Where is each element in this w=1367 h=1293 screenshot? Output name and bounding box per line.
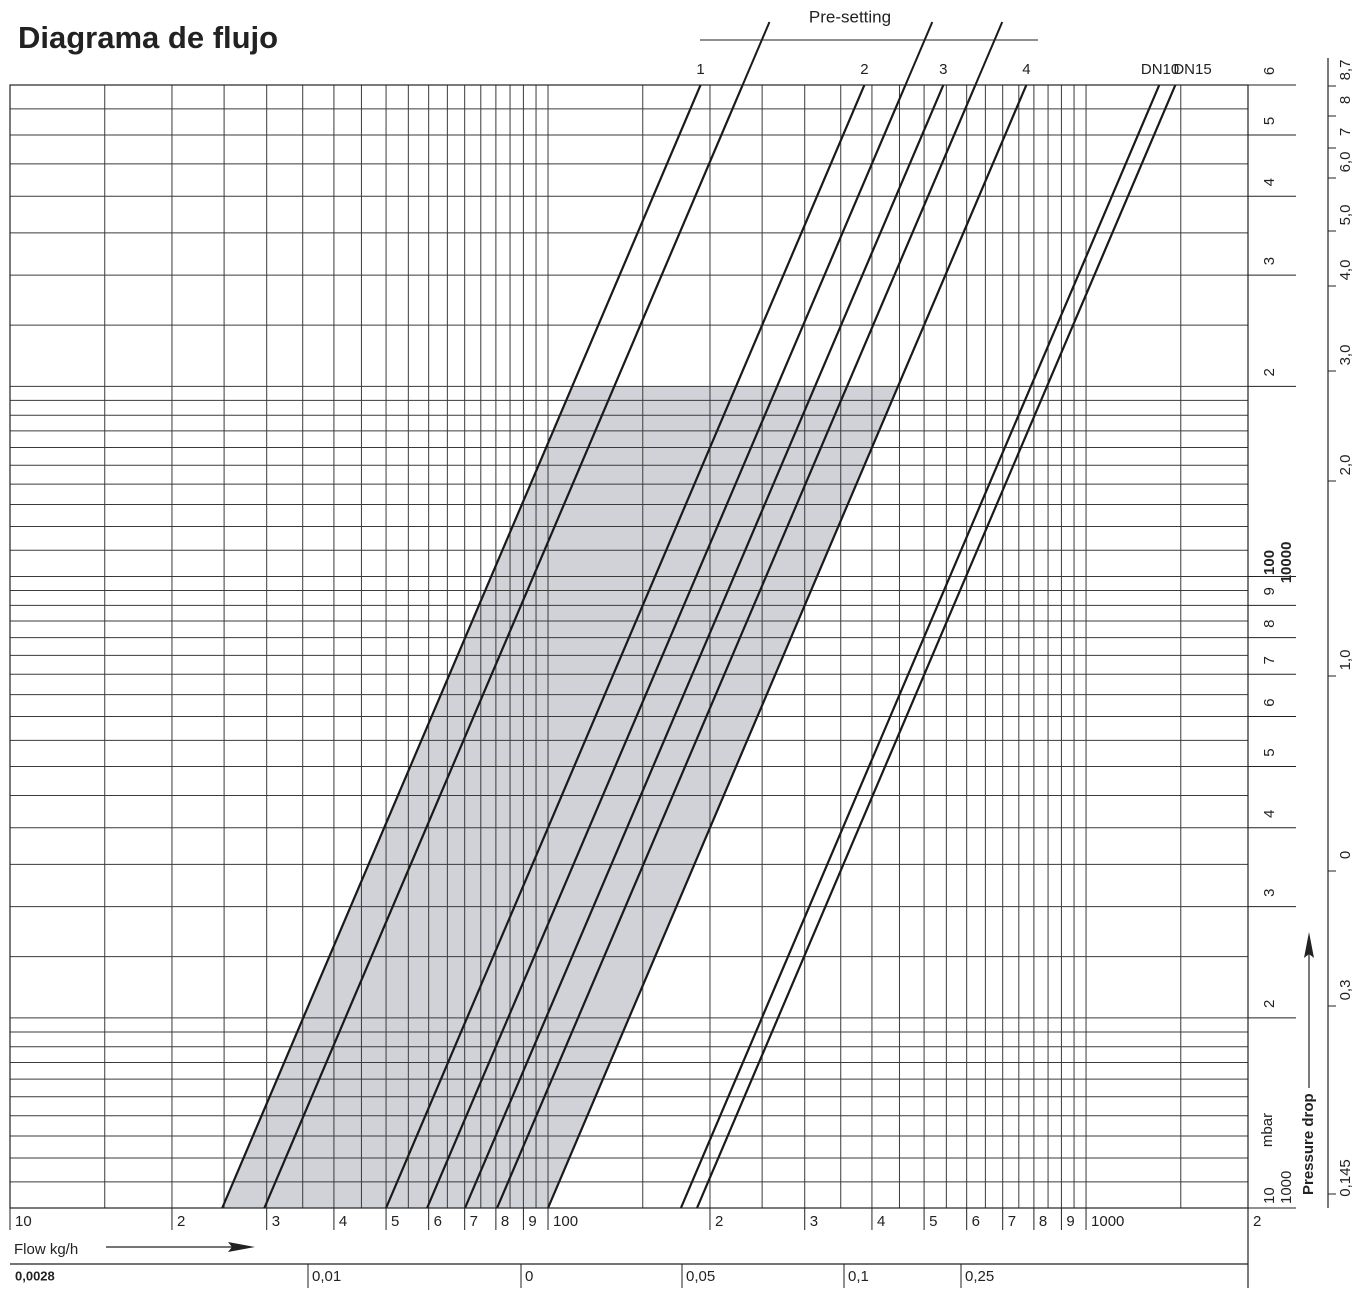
- y-tick-label: 5: [1261, 117, 1278, 125]
- series-line: [496, 84, 977, 1209]
- right-scale-label: 8,7: [1337, 60, 1354, 81]
- y-tick-label: 5: [1261, 748, 1278, 756]
- y-tick-label: 6: [1261, 698, 1278, 706]
- annotation: Pre-setting: [809, 7, 891, 26]
- bottom-scale-label: 0,05: [686, 1268, 715, 1285]
- series-line: [695, 84, 1177, 1209]
- bottom-scale-label: 0,25: [965, 1268, 994, 1285]
- y-tick-label: 10: [1261, 1187, 1278, 1204]
- y-unit: mbar: [1259, 1113, 1276, 1147]
- y2-tick-label: 10000: [1278, 542, 1295, 584]
- series-label: 1: [696, 61, 704, 78]
- x-tick-label: 6: [972, 1213, 980, 1230]
- y-tick-label: 100: [1261, 550, 1278, 575]
- x-tick-label: 2: [177, 1213, 185, 1230]
- x-tick-label: 6: [434, 1213, 442, 1230]
- series-layer: [221, 21, 1177, 1209]
- series-line: [547, 84, 1028, 1209]
- y-tick-label: 3: [1261, 888, 1278, 896]
- y-tick-label: 3: [1261, 257, 1278, 265]
- series-extension: [904, 21, 934, 86]
- chart-title: Diagrama de flujo: [18, 20, 278, 55]
- x-tick-label: 4: [339, 1213, 347, 1230]
- bottom-scale-label: 0,01: [312, 1268, 341, 1285]
- y2-tick-label: 1000: [1278, 1171, 1295, 1204]
- x-tick-label: 9: [1066, 1213, 1074, 1230]
- right-scale-label: 0,3: [1337, 980, 1354, 1001]
- y-tick-label: 4: [1261, 810, 1278, 818]
- y-arrowhead: [1304, 932, 1314, 958]
- plot-frame: [9, 84, 1249, 1209]
- x-tick-label: 2: [1253, 1213, 1261, 1230]
- bottom-scale-label: 0: [525, 1268, 533, 1285]
- y-tick-label: 8: [1261, 619, 1278, 627]
- right-scale-label: 6,0: [1337, 152, 1354, 173]
- x-tick-label: 3: [810, 1213, 818, 1230]
- x-tick-label: 100: [553, 1213, 578, 1230]
- x-tick-label: 1000: [1091, 1213, 1124, 1230]
- x-tick-label: 2: [715, 1213, 723, 1230]
- right-scale-label: 3,0: [1337, 345, 1354, 366]
- y-tick-label: 6: [1261, 67, 1278, 75]
- x-tick-label: 3: [272, 1213, 280, 1230]
- right-scale-label: 0,145: [1337, 1159, 1354, 1197]
- y-tick-label: 7: [1261, 656, 1278, 664]
- x-tick-label: 8: [1039, 1213, 1047, 1230]
- right-scale-label: 0: [1337, 851, 1354, 859]
- right-scale-label: 2,0: [1337, 455, 1354, 476]
- y-axis-label: Pressure drop: [1300, 1093, 1317, 1195]
- y-tick-label: 2: [1261, 1000, 1278, 1008]
- bottom-scale-label: 0,1: [848, 1268, 869, 1285]
- x-tick-label: 9: [528, 1213, 536, 1230]
- y-tick-label: 9: [1261, 587, 1278, 595]
- x-tick-label: 4: [877, 1213, 885, 1230]
- series-label: 4: [1022, 61, 1030, 78]
- series-line: [426, 84, 907, 1209]
- x-tick-label: 10: [15, 1213, 32, 1230]
- right-scale-label: 5,0: [1337, 205, 1354, 226]
- grid-layer: [9, 84, 1249, 1209]
- series-extension: [741, 21, 771, 86]
- series-line: [385, 84, 866, 1209]
- x-arrowhead: [228, 1242, 255, 1252]
- series-extension: [974, 21, 1004, 86]
- series-label: 3: [939, 61, 947, 78]
- x-tick-label: 7: [1008, 1213, 1016, 1230]
- series-line: [221, 84, 702, 1209]
- right-scale-label: 4,0: [1337, 260, 1354, 281]
- x-tick-label: 5: [391, 1213, 399, 1230]
- series-line: [679, 84, 1161, 1209]
- right-scale-label: 7: [1337, 128, 1354, 136]
- series-label: 2: [860, 61, 868, 78]
- series-label: DN15: [1173, 61, 1211, 78]
- y-tick-label: 2: [1261, 368, 1278, 376]
- x-tick-label: 7: [470, 1213, 478, 1230]
- right-scale-label: 1,0: [1337, 650, 1354, 671]
- series-line: [263, 84, 744, 1209]
- bottom-scale-label: 0,0028: [15, 1268, 55, 1283]
- series-label: DN10: [1141, 61, 1179, 78]
- y-tick-label: 4: [1261, 178, 1278, 186]
- series-line: [464, 84, 945, 1209]
- x-axis-label: Flow kg/h: [14, 1241, 78, 1258]
- right-scale-label: 8: [1337, 96, 1354, 104]
- x-tick-label: 5: [929, 1213, 937, 1230]
- x-tick-label: 8: [501, 1213, 509, 1230]
